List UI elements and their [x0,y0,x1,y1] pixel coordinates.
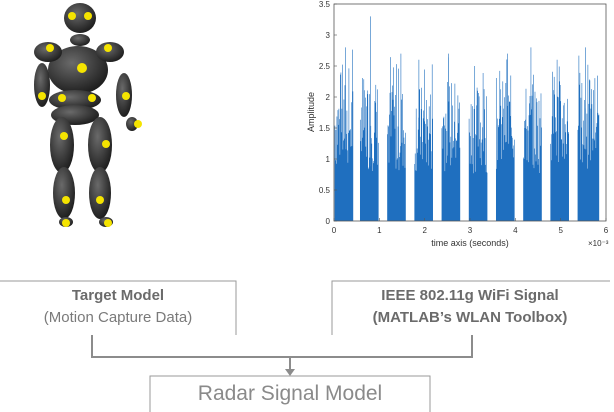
signal-burst-trace [495,53,515,221]
x-exponent-label: ×10⁻³ [588,239,609,248]
signal-burst [414,59,433,221]
signal-burst-trace [550,59,569,221]
target-model-subtitle: (Motion Capture Data) [43,309,193,326]
signal-burst-trace [387,53,406,221]
y-tick-label: 2.5 [319,62,331,71]
target-model-title: Target Model [71,287,165,304]
signal-burst [334,47,354,221]
target-model-figure [34,3,142,227]
signal-burst [577,47,600,221]
y-tick-label: 3 [326,31,331,40]
signal-bars [334,16,600,221]
right-connector [290,335,473,358]
signal-burst-trace [414,59,433,221]
x-axis-label: time axis (seconds) [431,238,509,248]
x-tick-label: 2 [422,226,427,235]
y-tick-label: 1.5 [319,124,331,133]
y-tick-label: 3.5 [319,0,331,9]
signal-burst-trace [577,47,600,221]
radar-signal-model-box [149,375,431,412]
wifi-signal-subtitle: (MATLAB’s WLAN Toolbox) [372,309,568,326]
x-tick-labels: 0 1 2 3 4 5 6 [332,218,609,235]
x-tick-label: 3 [468,226,473,235]
motion-capture-markers [38,12,142,227]
left-connector [91,335,290,358]
figure-body [34,3,138,227]
signal-burst-trace [359,16,379,221]
signal-burst [359,16,379,221]
y-axis-label: Amplitude [306,92,316,132]
wifi-signal-box [331,280,610,335]
wifi-signal-title: IEEE 802.11g WiFi Signal [381,287,559,304]
x-tick-label: 6 [604,226,609,235]
down-arrow-head [285,369,295,376]
signal-burst-trace [523,47,542,221]
wifi-signal-chart: 0 1 2 3 4 5 6 0 0.5 1 1.5 2 2.5 3 3.5 time axis (seco… [306,0,609,248]
signal-burst-trace [441,53,461,221]
y-tick-label: 0.5 [319,186,331,195]
x-tick-label: 1 [377,226,382,235]
connector-diagram [0,280,610,412]
y-tick-label: 1 [326,155,331,164]
signal-burst [441,53,461,221]
y-tick-label: 0 [326,217,331,226]
y-tick-label: 2 [326,93,331,102]
signal-burst-trace [334,47,354,221]
y-tick-labels: 0 0.5 1 1.5 2 2.5 3 3.5 [319,0,337,226]
signal-burst [523,47,542,221]
signal-burst [387,53,406,221]
signal-burst [468,66,488,221]
radar-signal-model-label: Radar Signal Model [197,382,383,405]
signal-burst [550,59,569,221]
signal-burst [495,53,515,221]
x-tick-label: 4 [513,226,518,235]
signal-burst-trace [468,66,488,221]
target-model-box [0,280,237,335]
x-tick-label: 0 [332,226,337,235]
x-tick-label: 5 [558,226,563,235]
